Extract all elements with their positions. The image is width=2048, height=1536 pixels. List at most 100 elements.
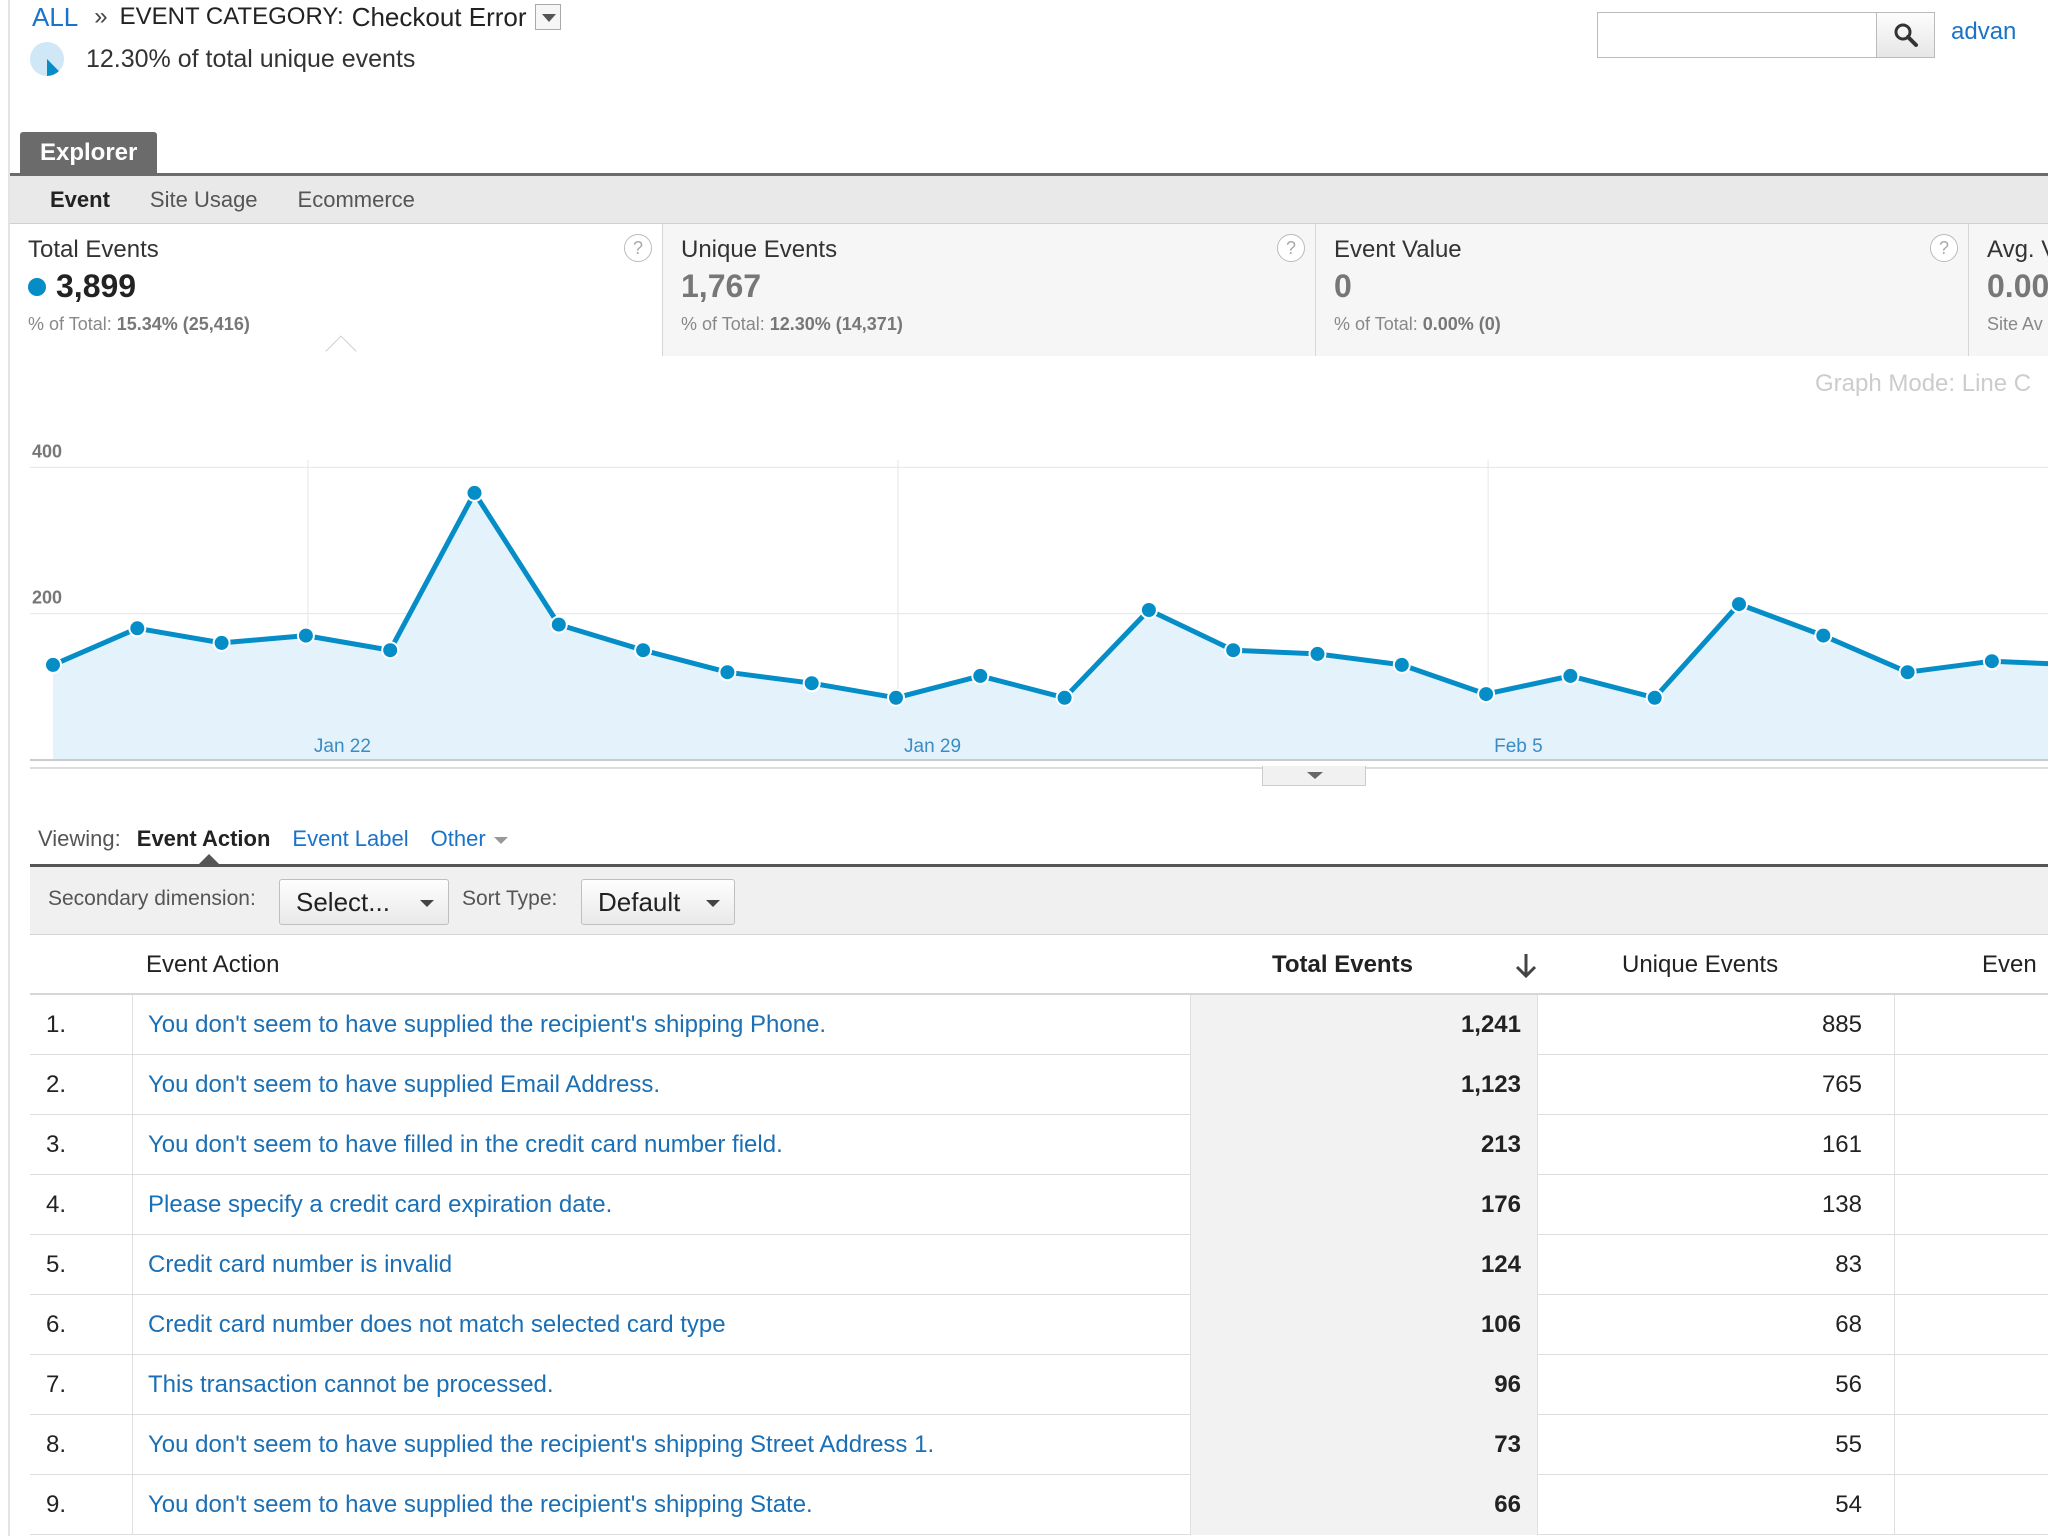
advanced-filter-link[interactable]: advan [1951,18,2017,45]
table-row: 2. You don't seem to have supplied Email … [30,1055,2048,1115]
left-divider [8,0,10,1536]
series-dot-icon [28,277,46,296]
total-events-cell: 176 [1190,1175,1538,1235]
breadcrumb-all-link[interactable]: ALL [32,1,79,32]
x-tick-label: Jan 22 [314,736,371,757]
event-action-link[interactable]: Credit card number does not match select… [148,1311,726,1338]
row-index: 6. [46,1311,67,1338]
row-index: 1. [46,1011,67,1038]
data-point [1392,655,1411,674]
scorecard-subtext: % of Total: 0.00% (0) [1334,314,1501,335]
event-action-link[interactable]: You don't seem to have supplied the reci… [148,1011,827,1038]
graph-mode-control[interactable]: Graph Mode: Line C [1815,370,2031,398]
scorecard-unique-events[interactable]: Unique Events ? 1,767 % of Total: 12.30%… [663,224,1316,356]
data-point [1645,688,1664,707]
secondary-dimension-label: Secondary dimension: [48,887,256,910]
column-divider [132,1055,133,1115]
data-point [1055,688,1074,707]
column-divider [132,1475,133,1535]
scorecard-avg-value[interactable]: Avg. V 0.00 Site Av [1969,224,2048,356]
total-events-cell: 106 [1190,1295,1538,1355]
column-header-event-value[interactable]: Even [1982,951,2037,978]
column-header-unique-events[interactable]: Unique Events [1622,951,1779,978]
table-row: 8. You don't seem to have supplied the re… [30,1415,2048,1475]
viewing-dimension-selector: Viewing: Event Action Event Label Other [38,826,508,864]
view-option-event-label[interactable]: Event Label [292,826,409,851]
unique-events-value: 161 [1821,1131,1862,1158]
chart-collapse-handle[interactable] [1262,766,1366,786]
scorecard-sub-prefix: % of Total: [1334,314,1418,334]
chevron-down-icon [420,900,434,907]
x-tick-label: Feb 5 [1494,736,1543,757]
data-point [971,666,990,685]
explorer-subtabs: Event Site Usage Ecommerce [10,176,2048,224]
secondary-dimension-select[interactable]: Select... [279,879,449,925]
column-header-total-events[interactable]: Total Events [1272,951,1413,978]
view-option-other-label: Other [430,826,486,851]
event-category-label: EVENT CATEGORY: [119,3,344,30]
graph-mode-value[interactable]: Line C [1961,370,2032,397]
event-action-link[interactable]: You don't seem to have filled in the cre… [148,1131,783,1158]
help-icon[interactable]: ? [624,234,652,262]
data-point [1730,595,1748,614]
sort-descending-icon[interactable] [1513,952,1539,980]
metric-scorecards: Total Events ? 3,899 % of Total: 15.34% … [10,224,2048,367]
column-divider [1894,1475,1895,1535]
scorecard-total-events[interactable]: Total Events ? 3,899 % of Total: 15.34% … [10,224,663,367]
series-area-fill [53,492,2048,760]
row-index: 5. [46,1251,67,1278]
breadcrumb-separator: » [94,3,108,30]
column-divider [1894,1115,1895,1175]
scorecard-sub-value: 15.34% (25,416) [116,314,250,334]
subtab-event[interactable]: Event [50,186,110,212]
sort-type-value: Default [598,886,681,917]
subtab-ecommerce[interactable]: Ecommerce [297,186,415,212]
explorer-tab[interactable]: Explorer [20,132,158,174]
data-point [1982,652,2001,671]
data-point [1224,641,1243,660]
scorecard-subtext: % of Total: 12.30% (14,371) [681,314,903,335]
unique-events-value: 56 [1835,1371,1862,1398]
data-point [1561,666,1580,685]
active-card-pointer [325,335,357,367]
table-search-input[interactable] [1597,12,1877,58]
total-events-line-chart: 400 200 Jan 22 Jan 29 Feb 5 [30,441,2048,769]
view-option-other[interactable]: Other [431,826,508,852]
table-top-rule [30,864,2048,867]
category-dropdown-icon[interactable] [534,4,561,30]
breadcrumb: ALL » EVENT CATEGORY: Checkout Error [32,0,561,34]
column-divider [132,1115,133,1175]
total-events-cell: 66 [1190,1475,1538,1535]
event-action-link[interactable]: Credit card number is invalid [148,1251,453,1278]
event-action-link[interactable]: Please specify a credit card expiration … [148,1191,613,1218]
row-index: 8. [46,1431,67,1458]
total-events-value: 106 [1480,1311,1521,1338]
data-point [212,633,231,652]
column-divider [1894,1055,1895,1115]
unique-events-value: 885 [1821,1011,1862,1038]
search-icon [1894,23,1918,47]
search-button[interactable] [1877,12,1935,58]
help-icon[interactable]: ? [1277,234,1305,262]
column-header-event-action[interactable]: Event Action [146,951,280,978]
event-action-link[interactable]: You don't seem to have supplied the reci… [148,1491,813,1518]
sort-type-select[interactable]: Default [581,879,735,925]
secondary-dimension-value: Select... [296,886,390,917]
table-row: 1. You don't seem to have supplied the re… [30,995,2048,1055]
event-action-link[interactable]: You don't seem to have supplied Email Ad… [148,1071,661,1098]
data-point [44,655,62,674]
table-row: 6. Credit card number does not match sele… [30,1295,2048,1355]
event-action-link[interactable]: You don't seem to have supplied the reci… [148,1431,935,1458]
column-divider [132,995,133,1055]
subtab-site-usage[interactable]: Site Usage [149,186,258,212]
help-icon[interactable]: ? [1930,234,1958,262]
unique-events-value: 54 [1835,1491,1862,1518]
unique-events-value: 55 [1835,1431,1862,1458]
column-divider [1894,1355,1895,1415]
event-action-link[interactable]: This transaction cannot be processed. [148,1371,554,1398]
unique-events-summary: 12.30% of total unique events [28,40,415,78]
scorecard-event-value[interactable]: Event Value ? 0 % of Total: 0.00% (0) [1316,224,1969,356]
view-option-event-action[interactable]: Event Action [136,826,271,864]
table-row: 7. This transaction cannot be processed. 9… [30,1355,2048,1415]
column-divider [132,1295,133,1355]
